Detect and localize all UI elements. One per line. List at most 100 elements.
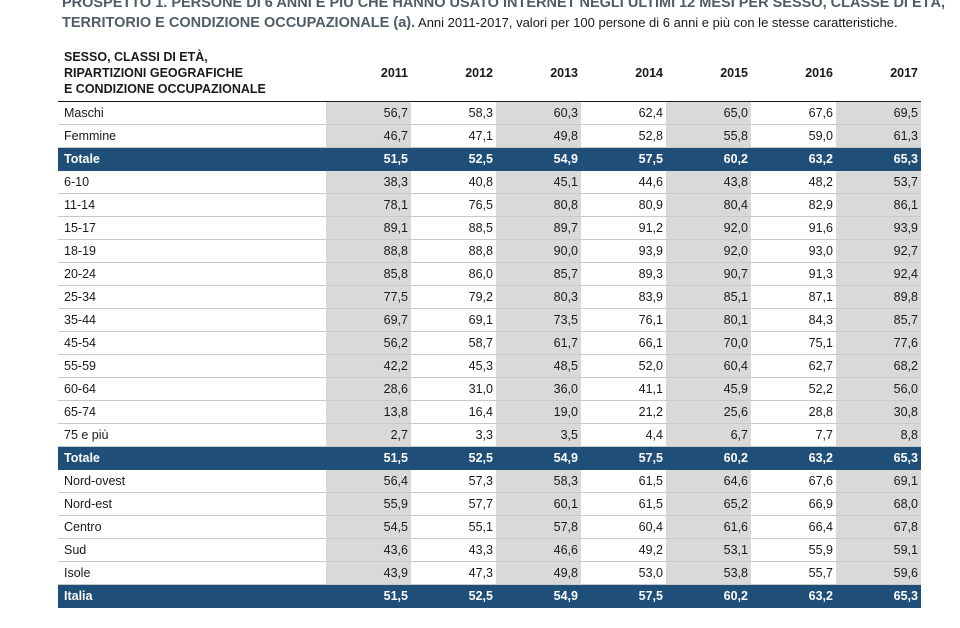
cell-value: 28,8	[751, 400, 836, 424]
header-year: 2013	[550, 65, 578, 80]
cell-value: 77,6	[836, 331, 921, 355]
cell-value: 52,5	[411, 446, 496, 470]
row-label: 75 e più	[58, 423, 326, 447]
cell-value: 52,8	[581, 124, 666, 148]
cell-value: 92,7	[836, 239, 921, 263]
cell-value: 93,9	[836, 216, 921, 240]
row-label: 65-74	[58, 400, 326, 424]
cell-value: 82,9	[751, 193, 836, 217]
cell-value: 89,8	[836, 285, 921, 309]
cell-value: 60,3	[496, 101, 581, 125]
cell-value: 59,0	[751, 124, 836, 148]
cell-value: 3,5	[496, 423, 581, 447]
header-year: 2012	[465, 65, 493, 80]
cell-value: 59,1	[836, 538, 921, 562]
row-label: 18-19	[58, 239, 326, 263]
cell-value: 36,0	[496, 377, 581, 401]
cell-value: 60,2	[666, 584, 751, 608]
row-label: Nord-est	[58, 492, 326, 516]
table-row: 6-10 38,3 40,8 45,1 44,6 43,8 48,2 53,7	[58, 170, 921, 194]
cell-value: 66,1	[581, 331, 666, 355]
cell-value: 69,1	[411, 308, 496, 332]
cell-value: 48,2	[751, 170, 836, 194]
cell-value: 57,3	[411, 469, 496, 493]
cell-value: 61,5	[581, 469, 666, 493]
cell-value: 79,2	[411, 285, 496, 309]
cell-value: 65,3	[836, 584, 921, 608]
cell-value: 90,0	[496, 239, 581, 263]
cell-value: 62,4	[581, 101, 666, 125]
cell-value: 41,1	[581, 377, 666, 401]
cell-value: 92,0	[666, 216, 751, 240]
cell-value: 48,5	[496, 354, 581, 378]
cell-value: 76,1	[581, 308, 666, 332]
cell-value: 56,4	[326, 469, 411, 493]
cell-value: 52,5	[411, 584, 496, 608]
cell-value: 43,8	[666, 170, 751, 194]
table-row: Sud 43,6 43,3 46,6 49,2 53,1 55,9 59,1	[58, 538, 921, 562]
cell-value: 59,6	[836, 561, 921, 585]
cell-value: 85,7	[836, 308, 921, 332]
cell-value: 45,3	[411, 354, 496, 378]
cell-value: 93,0	[751, 239, 836, 263]
cell-value: 52,2	[751, 377, 836, 401]
cell-value: 92,4	[836, 262, 921, 286]
cell-value: 67,8	[836, 515, 921, 539]
table-row: 25-34 77,5 79,2 80,3 83,9 85,1 87,1 89,8	[58, 285, 921, 309]
cell-value: 86,1	[836, 193, 921, 217]
cell-value: 78,1	[326, 193, 411, 217]
cell-value: 90,7	[666, 262, 751, 286]
cell-value: 63,2	[751, 446, 836, 470]
total-row: Italia 51,5 52,5 54,9 57,5 60,2 63,2 65,3	[58, 584, 921, 608]
cell-value: 57,5	[581, 446, 666, 470]
table-row: Nord-est 55,9 57,7 60,1 61,5 65,2 66,9 68,0	[58, 492, 921, 516]
cell-value: 6,7	[666, 423, 751, 447]
cell-value: 65,0	[666, 101, 751, 125]
cell-value: 60,4	[666, 354, 751, 378]
cell-value: 69,7	[326, 308, 411, 332]
cell-value: 58,3	[411, 101, 496, 125]
header-label-line: SESSO, CLASSI DI ETÀ,	[64, 49, 208, 64]
header-year: 2016	[805, 65, 833, 80]
table-title-bold: PROSPETTO 1. PERSONE DI 6 ANNI E PIÙ CHE…	[62, 0, 946, 31]
cell-value: 51,5	[326, 147, 411, 171]
cell-value: 93,9	[581, 239, 666, 263]
row-label: 35-44	[58, 308, 326, 332]
cell-value: 42,2	[326, 354, 411, 378]
table-row: 55-59 42,2 45,3 48,5 52,0 60,4 62,7 68,2	[58, 354, 921, 378]
cell-value: 77,5	[326, 285, 411, 309]
cell-value: 57,7	[411, 492, 496, 516]
table-row: 18-19 88,8 88,8 90,0 93,9 92,0 93,0 92,7	[58, 239, 921, 263]
cell-value: 56,7	[326, 101, 411, 125]
cell-value: 58,3	[496, 469, 581, 493]
row-label: Femmine	[58, 124, 326, 148]
cell-value: 57,5	[581, 147, 666, 171]
cell-value: 87,1	[751, 285, 836, 309]
cell-value: 68,0	[836, 492, 921, 516]
table-row: 15-17 89,1 88,5 89,7 91,2 92,0 91,6 93,9	[58, 216, 921, 240]
cell-value: 25,6	[666, 400, 751, 424]
row-label: Sud	[58, 538, 326, 562]
cell-value: 61,7	[496, 331, 581, 355]
row-label: 6-10	[58, 170, 326, 194]
cell-value: 65,3	[836, 147, 921, 171]
table-row: Maschi 56,7 58,3 60,3 62,4 65,0 67,6 69,5	[58, 101, 921, 125]
cell-value: 49,8	[496, 561, 581, 585]
row-label: 25-34	[58, 285, 326, 309]
cell-value: 53,7	[836, 170, 921, 194]
table-row: 11-14 78,1 76,5 80,8 80,9 80,4 82,9 86,1	[58, 193, 921, 217]
table-row: 60-64 28,6 31,0 36,0 41,1 45,9 52,2 56,0	[58, 377, 921, 401]
cell-value: 44,6	[581, 170, 666, 194]
header-label-line: E CONDIZIONE OCCUPAZIONALE	[64, 81, 266, 96]
cell-value: 55,8	[666, 124, 751, 148]
cell-value: 84,3	[751, 308, 836, 332]
cell-value: 8,8	[836, 423, 921, 447]
cell-value: 67,6	[751, 469, 836, 493]
table-header: SESSO, CLASSI DI ETÀ, RIPARTIZIONI GEOGR…	[58, 44, 921, 102]
cell-value: 60,2	[666, 446, 751, 470]
cell-value: 80,8	[496, 193, 581, 217]
cell-value: 7,7	[751, 423, 836, 447]
cell-value: 66,4	[751, 515, 836, 539]
cell-value: 76,5	[411, 193, 496, 217]
cell-value: 43,9	[326, 561, 411, 585]
